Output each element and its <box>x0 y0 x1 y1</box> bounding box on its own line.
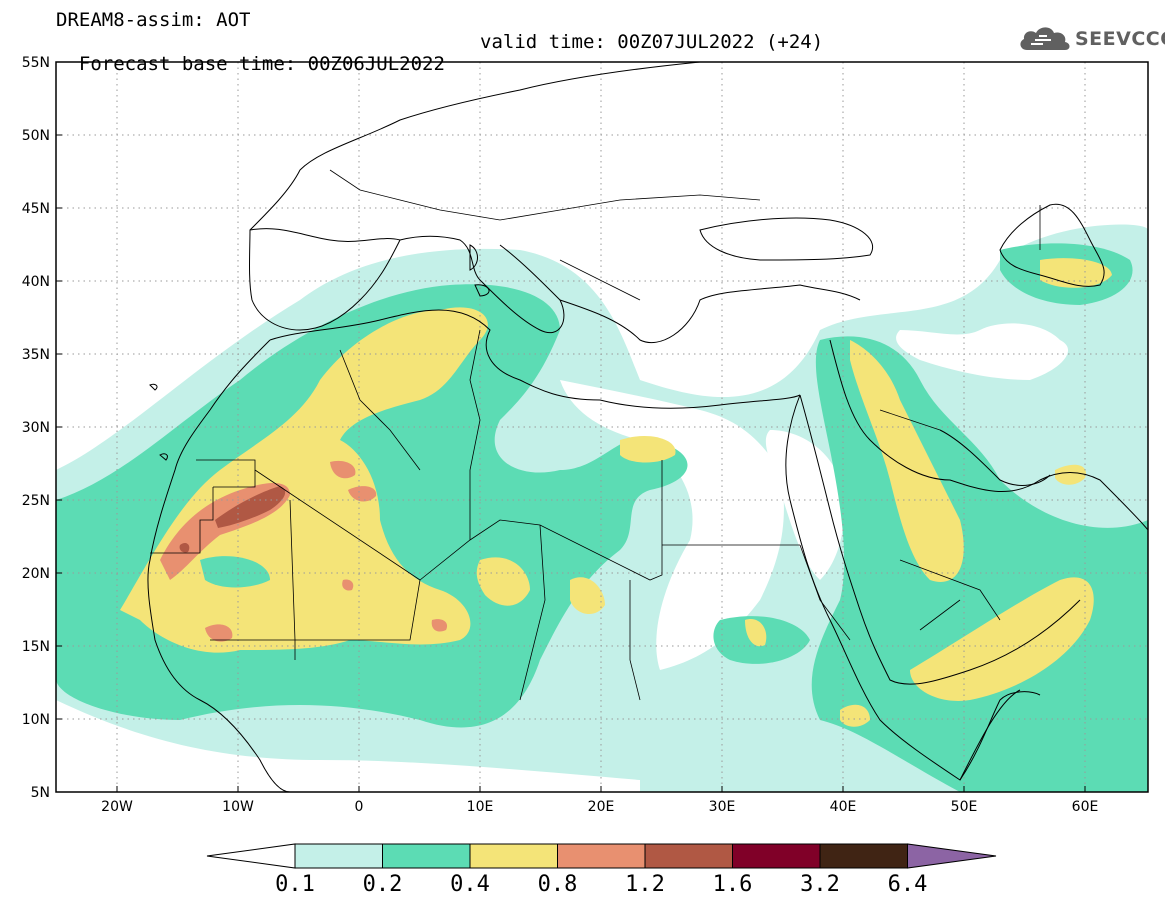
lat-label: 35N <box>22 347 50 363</box>
forecast-times: Forecast base time: 00Z06JUL2022 valid t… <box>56 31 823 97</box>
lat-label: 10N <box>22 712 50 728</box>
seevccc-logo: SEEVCCC <box>1017 22 1165 56</box>
colorbar-level-label: 0.8 <box>537 872 578 897</box>
colorbar-box <box>557 843 646 869</box>
colorbar-under-arrow <box>206 843 296 869</box>
coastlines <box>147 62 1148 792</box>
lat-label: 50N <box>22 128 50 144</box>
lat-label: 45N <box>22 201 50 217</box>
map-title: DREAM8-assim: AOT <box>56 9 251 31</box>
lat-label: 25N <box>22 493 50 509</box>
lon-label: 60E <box>1072 799 1099 815</box>
colorbar-box <box>294 843 383 869</box>
base-time: Forecast base time: 00Z06JUL2022 <box>78 53 445 75</box>
colorbar-level-label: 1.6 <box>712 872 753 897</box>
lat-label: 40N <box>22 274 50 290</box>
colorbar <box>206 843 997 869</box>
graticule <box>56 62 1148 792</box>
lon-label: 0 <box>355 799 364 815</box>
colorbar-level-label: 6.4 <box>887 872 928 897</box>
cloud-logo-icon <box>1020 27 1070 50</box>
colorbar-box <box>644 843 733 869</box>
colorbar-level-label: 3.2 <box>800 872 840 897</box>
colorbar-box <box>819 843 908 869</box>
logo-text: SEEVCCC <box>1075 28 1165 50</box>
lat-label: 55N <box>22 55 50 71</box>
lat-label: 30N <box>22 420 50 436</box>
colorbar-level-label: 1.2 <box>625 872 665 897</box>
lon-label: 30E <box>709 799 736 815</box>
aot-level-1.2 <box>179 486 286 553</box>
lon-label: 10E <box>467 799 494 815</box>
valid-time: valid time: 00Z07JUL2022 (+24) <box>480 31 824 53</box>
colorbar-level-label: 0.4 <box>450 872 490 897</box>
lon-label: 20W <box>101 799 133 815</box>
lon-label: 10W <box>222 799 254 815</box>
lon-label: 50E <box>951 799 978 815</box>
lon-label: 20E <box>588 799 615 815</box>
colorbar-level-label: 0.1 <box>275 872 315 897</box>
lat-label: 5N <box>31 785 50 801</box>
colorbar-box <box>732 843 821 869</box>
axis-ticks <box>56 61 1086 792</box>
lon-label: 40E <box>830 799 857 815</box>
aot-field <box>56 62 1148 792</box>
aot-level-0.4 <box>120 258 1112 727</box>
colorbar-over-arrow <box>907 843 997 869</box>
colorbar-level-label: 0.2 <box>362 872 403 897</box>
colorbar-box <box>469 843 558 869</box>
lat-label: 20N <box>22 566 50 582</box>
colorbar-box <box>382 843 471 869</box>
lat-label: 15N <box>22 639 50 655</box>
country-borders <box>150 169 1041 701</box>
